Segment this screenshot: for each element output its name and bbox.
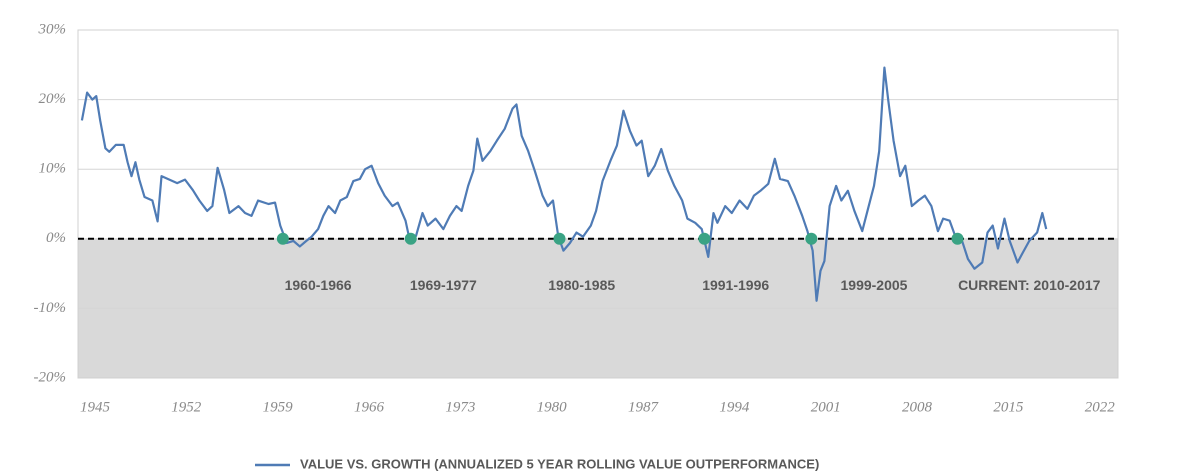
x-tick-label: 2001: [811, 399, 841, 415]
x-tick-label: 1966: [354, 399, 385, 415]
x-tick-label: 1994: [719, 399, 750, 415]
x-tick-label: 2008: [902, 399, 933, 415]
cycle-marker: [276, 232, 289, 245]
x-tick-label: 1987: [628, 399, 660, 415]
y-tick-label: -10%: [34, 300, 67, 316]
x-tick-label: 1959: [263, 399, 294, 415]
cycle-marker: [404, 232, 417, 245]
annotation: 1991-1996: [702, 277, 769, 293]
annotation: 1980-1985: [548, 277, 615, 293]
x-tick-label: 1980: [537, 399, 568, 415]
y-tick-label: 10%: [39, 161, 67, 177]
y-tick-label: 0%: [46, 230, 66, 246]
y-tick-label: -20%: [34, 369, 67, 385]
cycle-marker: [805, 232, 818, 245]
cycle-marker: [553, 232, 566, 245]
x-tick-label: 1952: [171, 399, 202, 415]
legend-label: VALUE VS. GROWTH (ANNUALIZED 5 YEAR ROLL…: [300, 456, 819, 471]
cycle-marker: [698, 232, 711, 245]
y-tick-label: 20%: [39, 91, 67, 107]
annotation: 1969-1977: [410, 277, 477, 293]
y-tick-label: 30%: [38, 21, 67, 37]
annotation: 1960-1966: [285, 277, 352, 293]
annotation: 1999-2005: [841, 277, 908, 293]
x-tick-label: 1973: [445, 399, 475, 415]
annotation: CURRENT: 2010-2017: [958, 277, 1101, 293]
x-tick-label: 2022: [1085, 399, 1116, 415]
x-tick-label: 1945: [80, 399, 111, 415]
x-tick-label: 2015: [993, 399, 1024, 415]
plot-frame: [77, 29, 1119, 379]
cycle-marker: [951, 232, 964, 245]
